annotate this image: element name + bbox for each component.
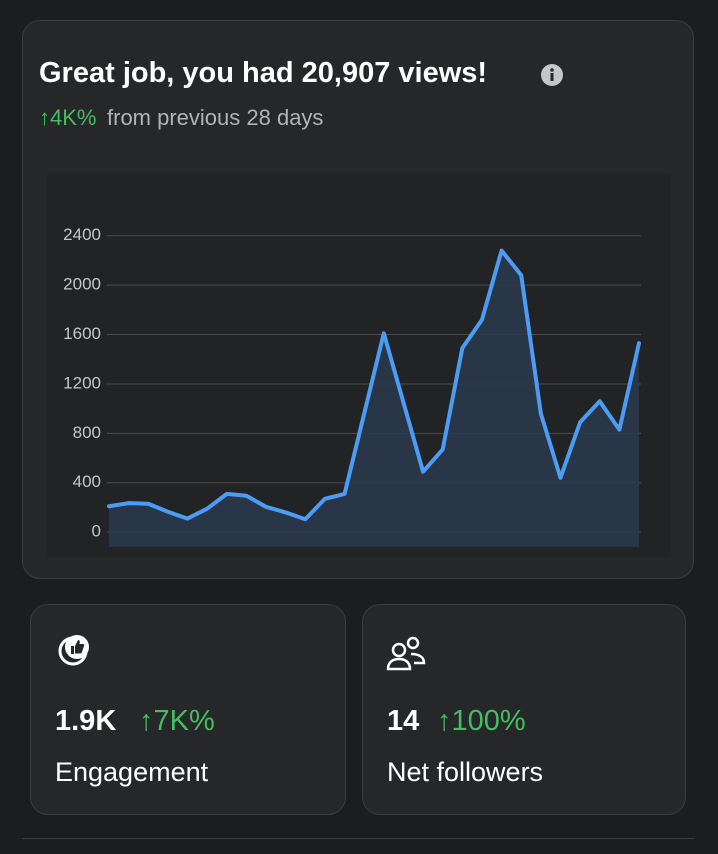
y-tick-label: 2000 [63,275,101,294]
followers-icon [386,636,426,671]
line [107,248,641,522]
engagement-change: ↑7K% [139,705,215,737]
followers-value: 14 [387,705,420,737]
views-change-text: from previous 28 days [107,105,324,130]
views-chart: 04008001200160020002400Jul 22Jul 27Aug 0… [47,173,671,557]
info-icon[interactable] [540,63,564,87]
y-tick-label: 0 [92,522,101,541]
followers-label: Net followers [387,757,544,787]
views-change: ↑4K% [39,105,97,130]
engagement-label: Engagement [55,757,209,787]
y-tick-label: 400 [73,472,101,491]
followers-change: ↑100% [437,705,526,737]
engagement-icon [58,635,89,666]
engagement-change-value: 7K% [153,705,215,737]
y-tick-label: 1600 [63,324,101,343]
views-title: Great job, you had 20,907 views! [39,57,488,89]
area [109,250,639,547]
engagement-value: 1.9K [55,705,117,737]
divider [22,838,694,839]
y-tick-label: 2400 [63,225,101,244]
followers-change-value: 100% [451,705,526,737]
followers-card[interactable]: 14 ↑100% Net followers [362,604,686,815]
engagement-card[interactable]: 1.9K ↑7K% Engagement [30,604,346,815]
views-card: Great job, you had 20,907 views! ↑4K% fr… [22,20,694,579]
y-tick-label: 800 [73,423,101,442]
views-change-value: 4K% [50,105,97,130]
y-tick-label: 1200 [63,373,101,392]
